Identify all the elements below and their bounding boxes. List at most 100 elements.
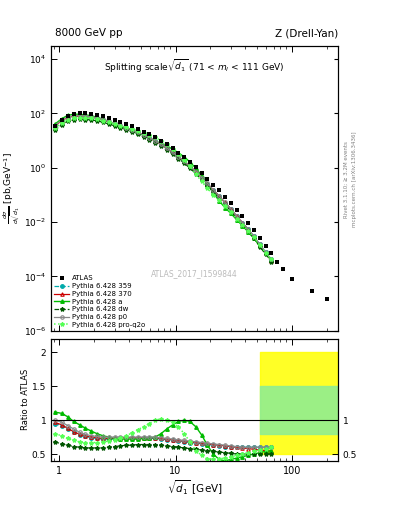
Pythia 6.428 a (240, 223, 245, 229)
Pythia 6.428 a (187, 159, 192, 165)
Pythia 6.428 a (222, 204, 227, 210)
Pythia 6.428 pro-q2o (257, 242, 262, 248)
Pythia 6.428 p0 (252, 233, 256, 239)
Pythia 6.428 359 (217, 193, 221, 199)
Line: Pythia 6.428 a: Pythia 6.428 a (53, 113, 273, 262)
ATLAS (159, 138, 163, 144)
Pythia 6.428 pro-q2o (187, 163, 192, 169)
Line: Pythia 6.428 pro-q2o: Pythia 6.428 pro-q2o (52, 116, 274, 262)
ATLAS (240, 214, 245, 220)
ATLAS (246, 220, 251, 226)
Text: Z (Drell-Yan): Z (Drell-Yan) (275, 28, 338, 38)
Pythia 6.428 359 (246, 226, 251, 232)
Pythia 6.428 359 (95, 115, 99, 121)
Pythia 6.428 p0 (228, 206, 233, 212)
Text: Rivet 3.1.10; ≥ 3.2M events: Rivet 3.1.10; ≥ 3.2M events (344, 141, 349, 218)
Line: Pythia 6.428 dw: Pythia 6.428 dw (52, 117, 274, 264)
Pythia 6.428 370 (101, 117, 105, 123)
ATLAS (130, 123, 134, 130)
Pythia 6.428 dw (147, 137, 152, 143)
Pythia 6.428 p0 (130, 127, 134, 133)
ATLAS (182, 154, 187, 160)
Pythia 6.428 pro-q2o (135, 127, 140, 134)
Pythia 6.428 p0 (187, 163, 192, 169)
ATLAS (211, 181, 215, 187)
Pythia 6.428 370 (83, 113, 88, 119)
Line: Pythia 6.428 p0: Pythia 6.428 p0 (53, 114, 273, 261)
Pythia 6.428 dw (59, 122, 64, 128)
Pythia 6.428 dw (257, 244, 262, 250)
Pythia 6.428 370 (199, 175, 204, 181)
Pythia 6.428 370 (170, 149, 175, 155)
Pythia 6.428 a (153, 138, 158, 144)
Y-axis label: Ratio to ATLAS: Ratio to ATLAS (22, 369, 31, 431)
Pythia 6.428 359 (176, 154, 181, 160)
Pythia 6.428 p0 (182, 158, 187, 164)
Pythia 6.428 370 (135, 130, 140, 136)
ATLAS (170, 145, 175, 152)
Pythia 6.428 359 (194, 169, 198, 175)
ATLAS (324, 295, 329, 302)
Pythia 6.428 a (182, 154, 187, 160)
Pythia 6.428 a (147, 135, 152, 141)
Pythia 6.428 359 (240, 220, 245, 226)
Pythia 6.428 359 (118, 123, 123, 129)
Pythia 6.428 pro-q2o (222, 203, 227, 209)
Pythia 6.428 pro-q2o (107, 119, 111, 125)
Pythia 6.428 p0 (159, 141, 163, 147)
Pythia 6.428 359 (182, 158, 187, 164)
Pythia 6.428 370 (153, 138, 158, 144)
Pythia 6.428 a (118, 123, 123, 129)
Pythia 6.428 a (257, 243, 262, 249)
Pythia 6.428 p0 (170, 149, 175, 155)
Pythia 6.428 dw (89, 117, 94, 123)
Pythia 6.428 p0 (71, 113, 76, 119)
Pythia 6.428 370 (124, 124, 129, 131)
Pythia 6.428 a (52, 121, 57, 127)
Pythia 6.428 359 (89, 114, 94, 120)
Pythia 6.428 359 (222, 200, 227, 206)
Line: Pythia 6.428 370: Pythia 6.428 370 (53, 114, 273, 263)
Pythia 6.428 370 (234, 213, 239, 219)
Pythia 6.428 370 (65, 115, 70, 121)
Pythia 6.428 p0 (164, 145, 169, 151)
Pythia 6.428 pro-q2o (77, 115, 82, 121)
Pythia 6.428 dw (182, 160, 187, 166)
Pythia 6.428 dw (95, 118, 99, 124)
ATLAS (153, 134, 158, 140)
Pythia 6.428 p0 (205, 180, 210, 186)
Pythia 6.428 370 (89, 114, 94, 120)
Pythia 6.428 370 (228, 206, 233, 212)
Pythia 6.428 a (65, 112, 70, 118)
Pythia 6.428 p0 (217, 193, 221, 199)
Pythia 6.428 pro-q2o (71, 115, 76, 121)
Pythia 6.428 a (141, 132, 146, 138)
Pythia 6.428 a (107, 118, 111, 124)
Pythia 6.428 359 (211, 187, 215, 193)
Pythia 6.428 dw (194, 170, 198, 177)
Pythia 6.428 370 (240, 220, 245, 226)
Pythia 6.428 359 (77, 113, 82, 119)
Pythia 6.428 370 (222, 199, 227, 205)
Pythia 6.428 dw (71, 117, 76, 123)
Pythia 6.428 p0 (59, 117, 64, 123)
Text: Splitting scale$\sqrt{d_1}$ (71 < $m_l$ < 111 GeV): Splitting scale$\sqrt{d_1}$ (71 < $m_l$ … (104, 57, 285, 75)
Pythia 6.428 pro-q2o (269, 257, 274, 263)
Pythia 6.428 370 (112, 121, 117, 127)
Pythia 6.428 a (194, 165, 198, 172)
ATLAS (228, 200, 233, 206)
Pythia 6.428 a (205, 181, 210, 187)
Pythia 6.428 a (135, 130, 140, 136)
Pythia 6.428 a (211, 189, 215, 196)
ATLAS (176, 150, 181, 156)
Pythia 6.428 dw (234, 215, 239, 221)
Pythia 6.428 p0 (101, 116, 105, 122)
ATLAS (77, 110, 82, 116)
Pythia 6.428 370 (194, 169, 198, 175)
Pythia 6.428 p0 (135, 129, 140, 135)
Pythia 6.428 p0 (153, 138, 158, 144)
ATLAS (164, 141, 169, 147)
ATLAS (107, 115, 111, 121)
Pythia 6.428 p0 (95, 115, 99, 121)
Pythia 6.428 370 (182, 158, 187, 164)
